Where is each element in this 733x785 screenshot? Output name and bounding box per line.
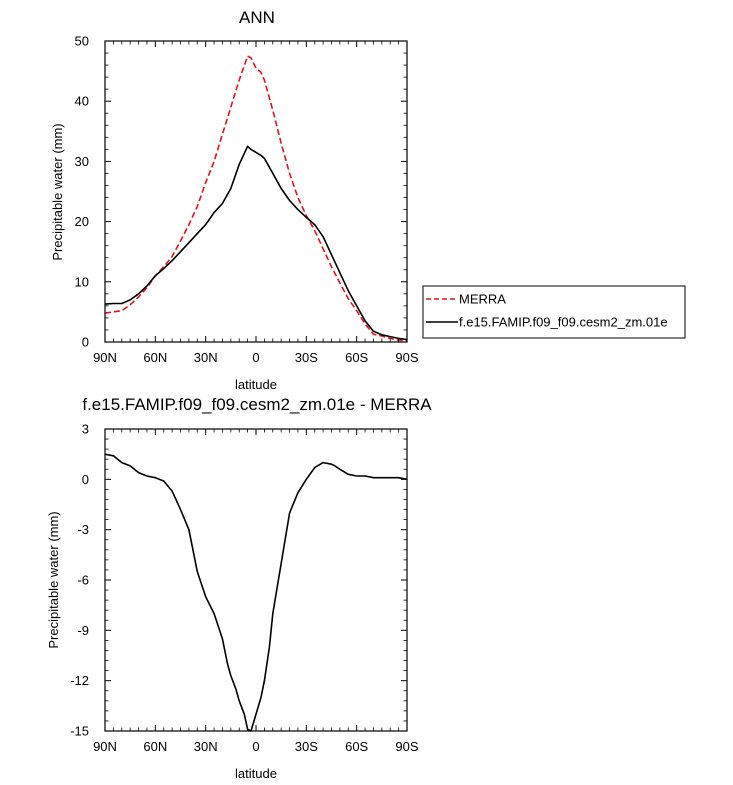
- series-line-0: [104, 453, 408, 732]
- chart-title: f.e15.FAMIP.f09_f09.cesm2_zm.01e - MERRA: [82, 395, 432, 414]
- legend-box: [422, 285, 686, 339]
- chart-difference: f.e15.FAMIP.f09_f09.cesm2_zm.01e - MERRA…: [46, 395, 432, 781]
- y-tick-label: 0: [82, 335, 89, 350]
- y-tick-label: -6: [77, 573, 89, 588]
- legend: MERRA f.e15.FAMIP.f09_f09.cesm2_zm.01e: [422, 285, 686, 339]
- y-tick-label: -9: [77, 623, 89, 638]
- chart-title: ANN: [239, 8, 275, 27]
- y-tick-label: -12: [70, 673, 89, 688]
- legend-label-merra: MERRA: [459, 292, 506, 307]
- x-tick-label: 60S: [345, 350, 368, 365]
- series-line-f-e15-famip-f09-f09-cesm2-zm-01e: [104, 145, 408, 341]
- y-axis-label: Precipitable water (mm): [46, 511, 61, 648]
- x-tick-label: 0: [252, 350, 259, 365]
- chart-precipitable-water-annual: ANN 90N 60N 30N 0 30S 60S 90S 0 10 20 30 40 50 latit…: [50, 8, 419, 392]
- x-tick-label: 60N: [143, 739, 167, 754]
- plot-frame: [104, 40, 408, 343]
- y-tick-label: 0: [82, 472, 89, 487]
- y-tick-label: 3: [82, 422, 89, 437]
- legend-label-cesm2: f.e15.FAMIP.f09_f09.cesm2_zm.01e: [459, 315, 668, 330]
- x-tick-label: 90N: [93, 739, 117, 754]
- x-tick-label: 90S: [395, 350, 418, 365]
- x-tick-label: 90N: [93, 350, 117, 365]
- y-tick-label: 40: [75, 94, 89, 109]
- x-tick-label: 0: [252, 739, 259, 754]
- x-tick-label: 90S: [395, 739, 418, 754]
- x-tick-label: 30N: [194, 739, 218, 754]
- y-tick-label: 10: [75, 274, 89, 289]
- y-tick-label: -15: [70, 724, 89, 739]
- y-tick-label: 30: [75, 154, 89, 169]
- y-tick-label: 20: [75, 214, 89, 229]
- y-tick-label: 50: [75, 34, 89, 49]
- x-tick-label: 60S: [345, 739, 368, 754]
- series-line-merra: [104, 55, 408, 342]
- x-tick-label: 30S: [295, 739, 318, 754]
- x-axis-label: latitude: [235, 377, 277, 392]
- x-tick-label: 30S: [295, 350, 318, 365]
- x-tick-label: 30N: [194, 350, 218, 365]
- x-axis-label: latitude: [235, 766, 277, 781]
- y-axis-label: Precipitable water (mm): [50, 123, 65, 260]
- x-tick-label: 60N: [143, 350, 167, 365]
- plot-frame: [104, 428, 408, 732]
- y-tick-label: -3: [77, 522, 89, 537]
